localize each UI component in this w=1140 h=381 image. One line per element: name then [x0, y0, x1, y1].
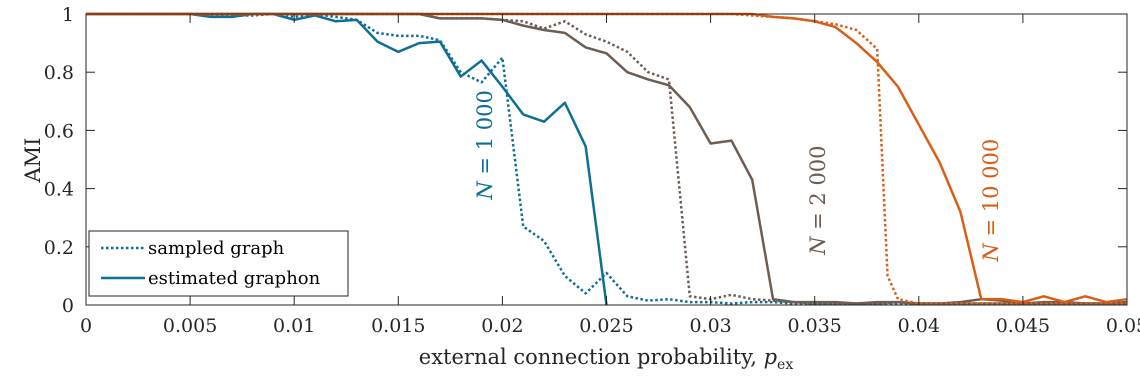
annotation-value: = 2 000: [806, 145, 830, 236]
x-tick-label: 0.03: [689, 315, 731, 337]
x-axis-label: external connection probability, pex: [419, 345, 794, 373]
annotation-value: = 10 000: [979, 139, 1003, 243]
x-axis-label-text: external connection probability,: [419, 345, 764, 369]
x-axis-label-subscript: ex: [777, 357, 793, 373]
x-tick-label: 0.025: [579, 315, 633, 337]
x-tick-label: 0.005: [163, 315, 217, 337]
x-tick-label: 0.035: [787, 315, 841, 337]
legend-box: [88, 230, 349, 297]
y-tick-label: 0.6: [44, 120, 74, 142]
legend: sampled graph estimated graphon: [88, 230, 349, 297]
y-tick-label: 0.8: [44, 62, 74, 84]
x-tick-label: 0.04: [898, 315, 940, 337]
y-tick-label: 0: [62, 295, 74, 317]
annotation-variable: N: [473, 181, 497, 201]
annotation-N2000: N = 2 000: [806, 145, 830, 255]
y-tick-label: 0.4: [44, 179, 74, 201]
annotation-value: = 1 000: [473, 90, 497, 181]
x-tick-label: 0.01: [273, 315, 315, 337]
x-tick-label: 0: [80, 315, 92, 337]
legend-label-estimated: estimated graphon: [148, 268, 321, 289]
y-tick-label: 0.2: [44, 237, 74, 259]
x-tick-label: 0.02: [481, 315, 523, 337]
x-tick-label: 0.015: [371, 315, 425, 337]
x-axis-label-variable: p: [764, 345, 777, 369]
annotation-variable: N: [979, 243, 1003, 263]
y-tick-label: 1: [62, 4, 74, 26]
annotation-N10000: N = 10 000: [979, 139, 1003, 263]
x-tick-label: 0.05: [1106, 315, 1140, 337]
x-tick-label: 0.045: [996, 315, 1050, 337]
series-line-N1000-dotted: [86, 12, 1127, 305]
legend-label-sampled: sampled graph: [148, 238, 285, 259]
annotation-N1000: N = 1 000: [473, 90, 497, 200]
y-axis-label: AMI: [21, 138, 45, 184]
annotation-variable: N: [806, 236, 830, 256]
series-line-N10000-dotted: [86, 12, 1127, 305]
